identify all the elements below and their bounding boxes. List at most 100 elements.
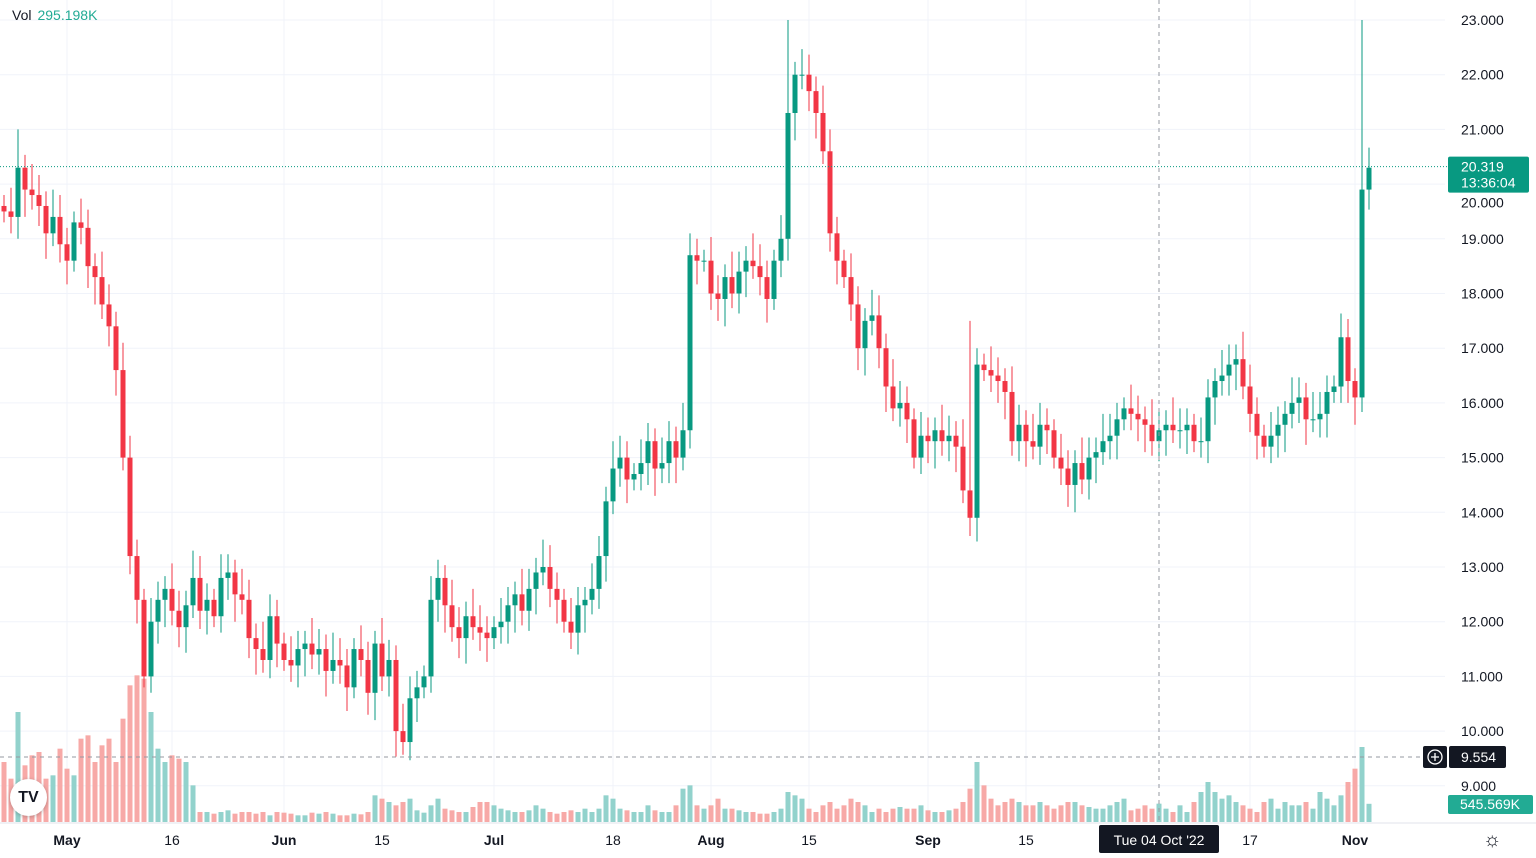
candle-body bbox=[771, 260, 777, 299]
volume-bar bbox=[218, 812, 224, 822]
volume-bar bbox=[190, 785, 196, 822]
volume-bar bbox=[890, 808, 896, 822]
volume-bar bbox=[512, 812, 518, 822]
y-tick-label: 14.000 bbox=[1461, 504, 1504, 520]
candle-body bbox=[78, 222, 84, 228]
volume-bar bbox=[1100, 808, 1106, 822]
candle-body bbox=[1107, 435, 1113, 442]
volume-bar bbox=[414, 810, 420, 822]
candle-body bbox=[687, 255, 693, 431]
candle-body bbox=[183, 605, 189, 628]
candle-body bbox=[1142, 419, 1148, 425]
volume-bar bbox=[862, 805, 868, 822]
candle-body bbox=[225, 572, 231, 578]
candle-body bbox=[890, 386, 896, 409]
candle-body bbox=[666, 441, 672, 464]
candle-body bbox=[22, 167, 28, 190]
volume-bar bbox=[834, 808, 840, 822]
candle-body bbox=[92, 266, 98, 278]
candle-body bbox=[288, 659, 294, 666]
volume-bar bbox=[505, 810, 511, 822]
candle-body bbox=[176, 610, 182, 628]
volume-bar bbox=[1044, 805, 1050, 822]
crosshair-price-label bbox=[1449, 746, 1506, 768]
volume-bar bbox=[1317, 792, 1323, 822]
volume-bar bbox=[1345, 782, 1351, 822]
candle-body bbox=[71, 222, 77, 261]
volume-bar bbox=[1163, 808, 1169, 822]
candle-body bbox=[64, 244, 70, 261]
candle-body bbox=[582, 599, 588, 606]
tradingview-logo[interactable]: TV bbox=[10, 779, 47, 816]
x-tick-label: 18 bbox=[605, 832, 621, 848]
candle-body bbox=[1366, 167, 1372, 190]
candle-body bbox=[1121, 408, 1127, 420]
candle-body bbox=[1086, 457, 1092, 480]
volume-bar bbox=[575, 812, 581, 822]
candle-body bbox=[1219, 375, 1225, 382]
x-tick-label: 16 bbox=[164, 832, 180, 848]
gear-icon[interactable]: ☼ bbox=[1483, 829, 1502, 851]
candle-body bbox=[722, 277, 728, 299]
candle-body bbox=[1338, 337, 1344, 387]
candle-body bbox=[1058, 457, 1064, 469]
candle-body bbox=[1072, 463, 1078, 485]
volume-bar bbox=[204, 812, 210, 822]
volume-bar bbox=[855, 802, 861, 822]
volume-bar bbox=[421, 812, 427, 822]
candle-body bbox=[1184, 424, 1190, 431]
volume-legend-value: 295.198K bbox=[37, 7, 98, 23]
y-tick-label: 17.000 bbox=[1461, 340, 1504, 356]
candle-body bbox=[246, 599, 252, 639]
volume-bar bbox=[162, 762, 168, 822]
candle-body bbox=[757, 266, 763, 278]
candle-body bbox=[484, 632, 490, 639]
volume-bar bbox=[750, 812, 756, 822]
volume-bar bbox=[764, 813, 770, 822]
candle-body bbox=[813, 91, 819, 113]
candle-body bbox=[939, 430, 945, 442]
volume-bar bbox=[1114, 802, 1120, 822]
candle-body bbox=[1303, 397, 1309, 420]
volume-bar bbox=[1233, 802, 1239, 822]
candle-body bbox=[498, 621, 504, 628]
candle-body bbox=[1044, 424, 1050, 431]
volume-bar bbox=[71, 775, 77, 822]
volume-bar bbox=[995, 805, 1001, 822]
crosshair-date-label bbox=[1099, 825, 1219, 853]
volume-bar bbox=[197, 812, 203, 822]
volume-bar bbox=[596, 808, 602, 822]
candle-body bbox=[414, 687, 420, 699]
volume-bar bbox=[1324, 798, 1330, 822]
volume-bar bbox=[1184, 812, 1190, 822]
volume-bar bbox=[288, 813, 294, 822]
candle-body bbox=[981, 364, 987, 371]
candle-body bbox=[1226, 364, 1232, 376]
volume-bar bbox=[1072, 802, 1078, 822]
candle-body bbox=[897, 402, 903, 409]
candle-body bbox=[379, 643, 385, 677]
candle-body bbox=[43, 205, 49, 234]
volume-bar bbox=[1002, 802, 1008, 822]
y-tick-label: 16.000 bbox=[1461, 395, 1504, 411]
y-tick-label: 21.000 bbox=[1461, 121, 1504, 137]
candle-body bbox=[232, 572, 238, 595]
candle-body bbox=[134, 556, 140, 600]
y-tick-label: 23.000 bbox=[1461, 12, 1504, 28]
volume-bar bbox=[722, 808, 728, 822]
candle-body bbox=[540, 567, 546, 573]
x-tick-label: Jun bbox=[272, 832, 297, 848]
candle-body bbox=[505, 605, 511, 622]
volume-bar bbox=[470, 807, 476, 822]
candle-body bbox=[904, 402, 910, 420]
volume-bar bbox=[911, 808, 917, 822]
candle-body bbox=[239, 594, 245, 600]
candle-body bbox=[218, 577, 224, 617]
volume-bar bbox=[666, 812, 672, 822]
volume-bar bbox=[281, 812, 287, 822]
volume-bar bbox=[1107, 805, 1113, 822]
candle-body bbox=[1163, 424, 1169, 431]
candle-body bbox=[421, 676, 427, 688]
volume-bar bbox=[967, 788, 973, 822]
